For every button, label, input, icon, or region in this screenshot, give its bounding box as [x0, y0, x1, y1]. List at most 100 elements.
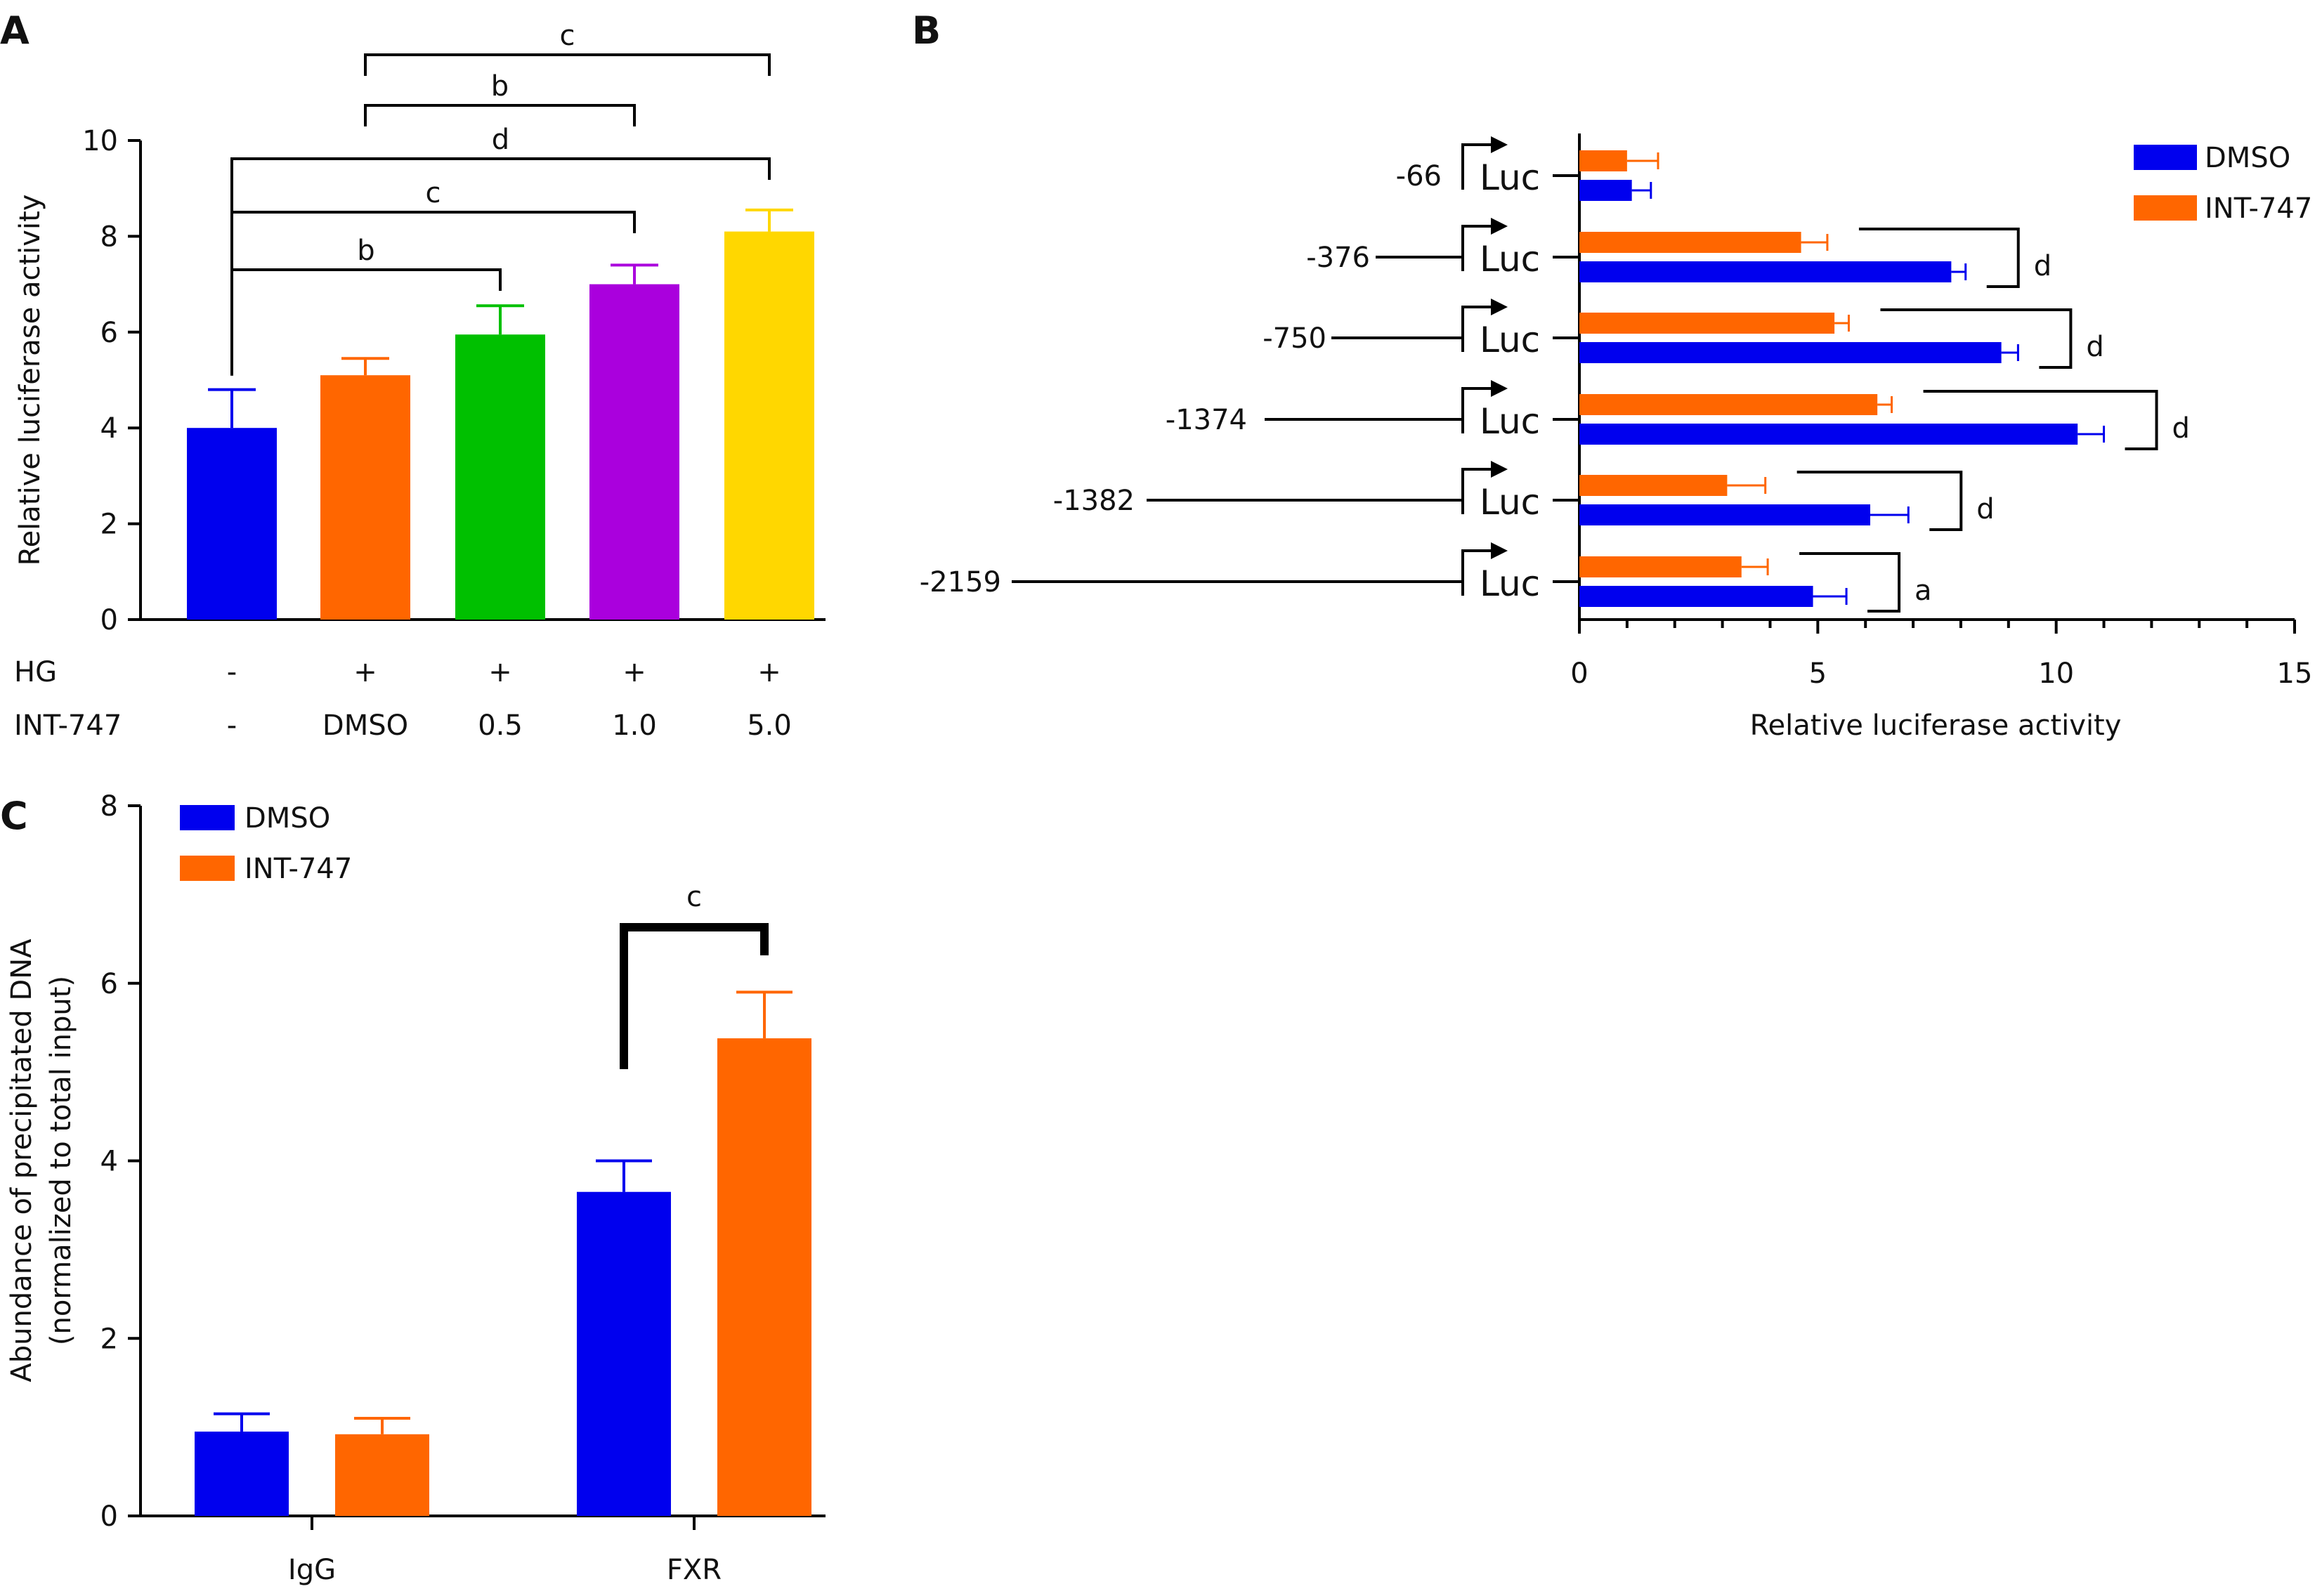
tss-arrow	[1461, 225, 1491, 271]
tss-arrow	[1461, 468, 1491, 514]
x-tick-label: 10	[2038, 658, 2074, 690]
legend-label-int747: INT-747	[2205, 192, 2312, 225]
bar	[335, 1434, 429, 1516]
significance-label: d	[2034, 250, 2052, 282]
bar-dmso	[1579, 342, 2002, 363]
x-category-label: IgG	[288, 1554, 336, 1586]
x-axis-title: Relative luciferase activity	[1750, 709, 2122, 742]
tss-arrow	[1461, 549, 1491, 596]
tss-arrowhead	[1491, 299, 1508, 315]
tss-arrowhead	[1491, 218, 1508, 235]
y-tick-label: 10	[82, 125, 118, 157]
bar	[724, 231, 814, 620]
hg-condition-label: +	[353, 656, 377, 688]
legend-swatch	[180, 856, 235, 881]
significance-bracket	[620, 923, 769, 1069]
legend-swatch-dmso	[2134, 145, 2197, 170]
construct-label: -1382	[1053, 485, 1135, 517]
tss-arrowhead	[1491, 136, 1508, 153]
int747-dose-label: 5.0	[747, 709, 792, 742]
y-tick-label: 8	[100, 221, 118, 253]
significance-label: c	[560, 20, 575, 52]
bar	[577, 1191, 671, 1516]
bar-int747	[1579, 232, 1801, 253]
construct-label: -1374	[1166, 404, 1247, 436]
significance-label: b	[491, 70, 509, 103]
luc-label: Luc	[1480, 482, 1540, 523]
y-tick-label: 8	[100, 790, 118, 823]
y-tick-label: 4	[100, 412, 118, 445]
bar-int747	[1579, 150, 1627, 171]
bar-dmso	[1579, 504, 1870, 525]
y-tick-label: 2	[100, 1323, 118, 1355]
luc-label: Luc	[1480, 320, 1540, 360]
y-tick-label: 6	[100, 317, 118, 349]
luc-label: Luc	[1480, 157, 1540, 198]
significance-bracket	[230, 211, 636, 376]
y-tick-label: 0	[100, 1500, 118, 1533]
bar-int747	[1579, 394, 1878, 415]
tss-arrow	[1461, 387, 1491, 433]
tss-arrowhead	[1491, 542, 1508, 559]
legend-label-dmso: DMSO	[2205, 142, 2290, 174]
bar	[455, 334, 545, 620]
y-axis-title-line2: (normalized to total input)	[45, 976, 77, 1345]
significance-bracket	[1923, 390, 2158, 450]
significance-label: c	[426, 177, 441, 209]
y-tick-label: 4	[100, 1146, 118, 1178]
bar-int747	[1579, 556, 1742, 577]
legend-swatch-int747	[2134, 195, 2197, 221]
y-axis-title: Relative luciferase activity	[14, 195, 46, 566]
significance-bracket	[1880, 308, 2073, 369]
significance-bracket	[1858, 228, 2020, 288]
int747-dose-label: 0.5	[478, 709, 523, 742]
bar-dmso	[1579, 180, 1632, 201]
panel-b-letter: B	[912, 8, 941, 53]
tss-arrowhead	[1491, 461, 1508, 478]
tss-arrow	[1461, 306, 1491, 352]
bar	[187, 428, 277, 620]
bar-dmso	[1579, 586, 1813, 607]
y-axis-title-line1: Abundance of precipitated DNA	[6, 938, 38, 1382]
construct-label: -376	[1306, 242, 1370, 274]
legend-label: INT-747	[244, 853, 352, 885]
significance-bracket	[230, 268, 502, 376]
tss-arrowhead	[1491, 380, 1508, 397]
luc-label: Luc	[1480, 239, 1540, 280]
construct-label: -750	[1263, 322, 1326, 355]
tss-arrow	[1461, 143, 1491, 190]
construct-label: -66	[1396, 160, 1442, 192]
hg-condition-label: +	[757, 656, 781, 688]
bar-dmso	[1579, 424, 2078, 445]
bar	[717, 1038, 811, 1516]
x-tick-label: 5	[1809, 658, 1827, 690]
significance-bracket	[364, 104, 636, 126]
bar-dmso	[1579, 261, 1952, 282]
hg-condition-label: +	[488, 656, 512, 688]
panel-b-chart: 0 5 10 15 Relative luciferase activity -66 Luc…	[920, 133, 2312, 742]
x-category-label: FXR	[667, 1554, 722, 1586]
significance-bracket	[1796, 471, 1963, 531]
panel-a-letter: A	[0, 8, 30, 53]
int747-row-label: INT-747	[14, 709, 122, 742]
construct-label: -2159	[920, 566, 1001, 598]
significance-bracket	[364, 53, 771, 76]
bar	[320, 375, 410, 620]
int747-dose-label: -	[227, 709, 237, 742]
legend-label: DMSO	[244, 802, 330, 835]
panel-a-chart: 0 2 4 6 8 10 Relative luciferase activity - - + DM…	[14, 20, 826, 742]
y-tick-label: 6	[100, 968, 118, 1000]
luc-label: Luc	[1480, 563, 1540, 604]
significance-label: d	[1976, 493, 1994, 525]
bar	[589, 284, 679, 620]
significance-bracket	[1799, 552, 1901, 613]
hg-row-label: HG	[14, 656, 57, 688]
bar	[195, 1431, 289, 1516]
significance-label: c	[686, 881, 702, 913]
panel-c-chart: 0 2 4 6 8 Abundance of precipitated DNA (norma…	[6, 790, 826, 1586]
bar-int747	[1579, 475, 1728, 496]
panel-c-letter: C	[0, 794, 28, 838]
legend-swatch	[180, 805, 235, 830]
significance-label: b	[357, 235, 374, 267]
